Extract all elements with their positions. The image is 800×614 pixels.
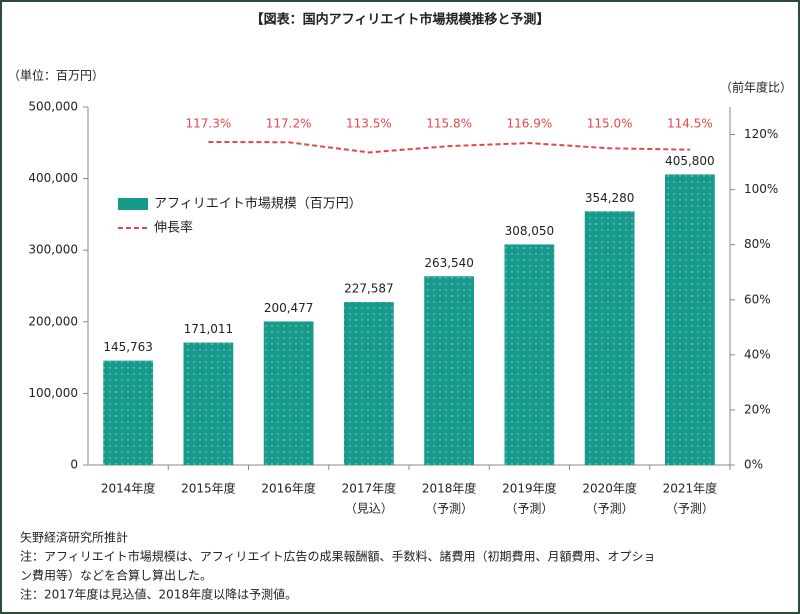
- y-tick-label: 0: [70, 458, 78, 472]
- x-tick-note: （予測）: [505, 502, 553, 516]
- x-tick-label: 2015年度: [181, 481, 236, 496]
- data-label: 405,800: [665, 154, 715, 168]
- data-label: 354,280: [585, 191, 635, 205]
- bar-texture: [504, 244, 555, 465]
- data-label: 114.5%: [667, 117, 713, 131]
- legend-swatch: [118, 198, 148, 210]
- legend-label: アフィリエイト市場規模（百万円）: [154, 196, 362, 212]
- x-tick-note: （予測）: [666, 502, 714, 516]
- y-tick-label: 500,000: [28, 100, 78, 114]
- data-label: 117.2%: [266, 117, 312, 131]
- x-tick-note: （予測）: [425, 502, 473, 516]
- data-label: 145,763: [103, 340, 153, 354]
- x-tick-label: 2021年度: [663, 481, 718, 496]
- bar-texture: [103, 360, 154, 465]
- y-tick-label: 400,000: [28, 171, 78, 185]
- y2-tick-label: 40%: [744, 347, 771, 361]
- x-tick-label: 2017年度: [342, 481, 397, 496]
- y2-tick-label: 0%: [744, 458, 763, 472]
- bar-texture: [183, 342, 234, 465]
- bar-texture: [584, 211, 635, 465]
- x-tick-label: 2019年度: [502, 481, 557, 496]
- data-label: 116.9%: [506, 117, 552, 131]
- y-tick-label: 200,000: [28, 314, 78, 328]
- chart-title: 【図表：国内アフィリエイト市場規模推移と予測】: [251, 12, 550, 28]
- x-tick-label: 2014年度: [101, 481, 156, 496]
- bar-texture: [424, 276, 475, 465]
- y2-tick-label: 120%: [744, 127, 778, 141]
- data-label: 113.5%: [346, 117, 392, 131]
- y-unit: （単位：百万円）: [8, 68, 104, 83]
- bar-texture: [343, 302, 394, 465]
- x-tick-label: 2016年度: [261, 481, 316, 496]
- bar-texture: [263, 321, 314, 465]
- y-tick-label: 300,000: [28, 243, 78, 257]
- data-label: 117.3%: [185, 117, 231, 131]
- legend-label: 伸長率: [154, 220, 193, 236]
- x-tick-label: 2020年度: [582, 481, 637, 496]
- y2-tick-label: 80%: [744, 237, 771, 251]
- note: 注：2017年度は見込値、2018年度以降は予測値。: [20, 587, 297, 602]
- y2-tick-label: 100%: [744, 182, 778, 196]
- data-label: 308,050: [505, 224, 555, 238]
- data-label: 200,477: [264, 301, 314, 315]
- x-tick-note: （見込）: [345, 502, 393, 516]
- data-label: 263,540: [424, 256, 474, 270]
- x-tick-note: （予測）: [586, 502, 634, 516]
- y2-unit: （前年度比）: [720, 80, 792, 95]
- note: 矢野経済研究所推計: [20, 530, 128, 545]
- note: 注：アフィリエイト市場規模は、アフィリエイト広告の成果報酬額、手数料、諸費用（初…: [20, 549, 656, 564]
- data-label: 115.8%: [426, 117, 472, 131]
- data-label: 171,011: [184, 322, 234, 336]
- bar-texture: [664, 174, 715, 465]
- data-label: 115.0%: [587, 117, 633, 131]
- note: ン費用等）などを合算し算出した。: [20, 568, 212, 583]
- y2-tick-label: 60%: [744, 292, 771, 306]
- y-tick-label: 100,000: [28, 386, 78, 400]
- x-tick-label: 2018年度: [422, 481, 477, 496]
- data-label: 227,587: [344, 282, 394, 296]
- line: [208, 140, 690, 154]
- y2-tick-label: 20%: [744, 402, 771, 416]
